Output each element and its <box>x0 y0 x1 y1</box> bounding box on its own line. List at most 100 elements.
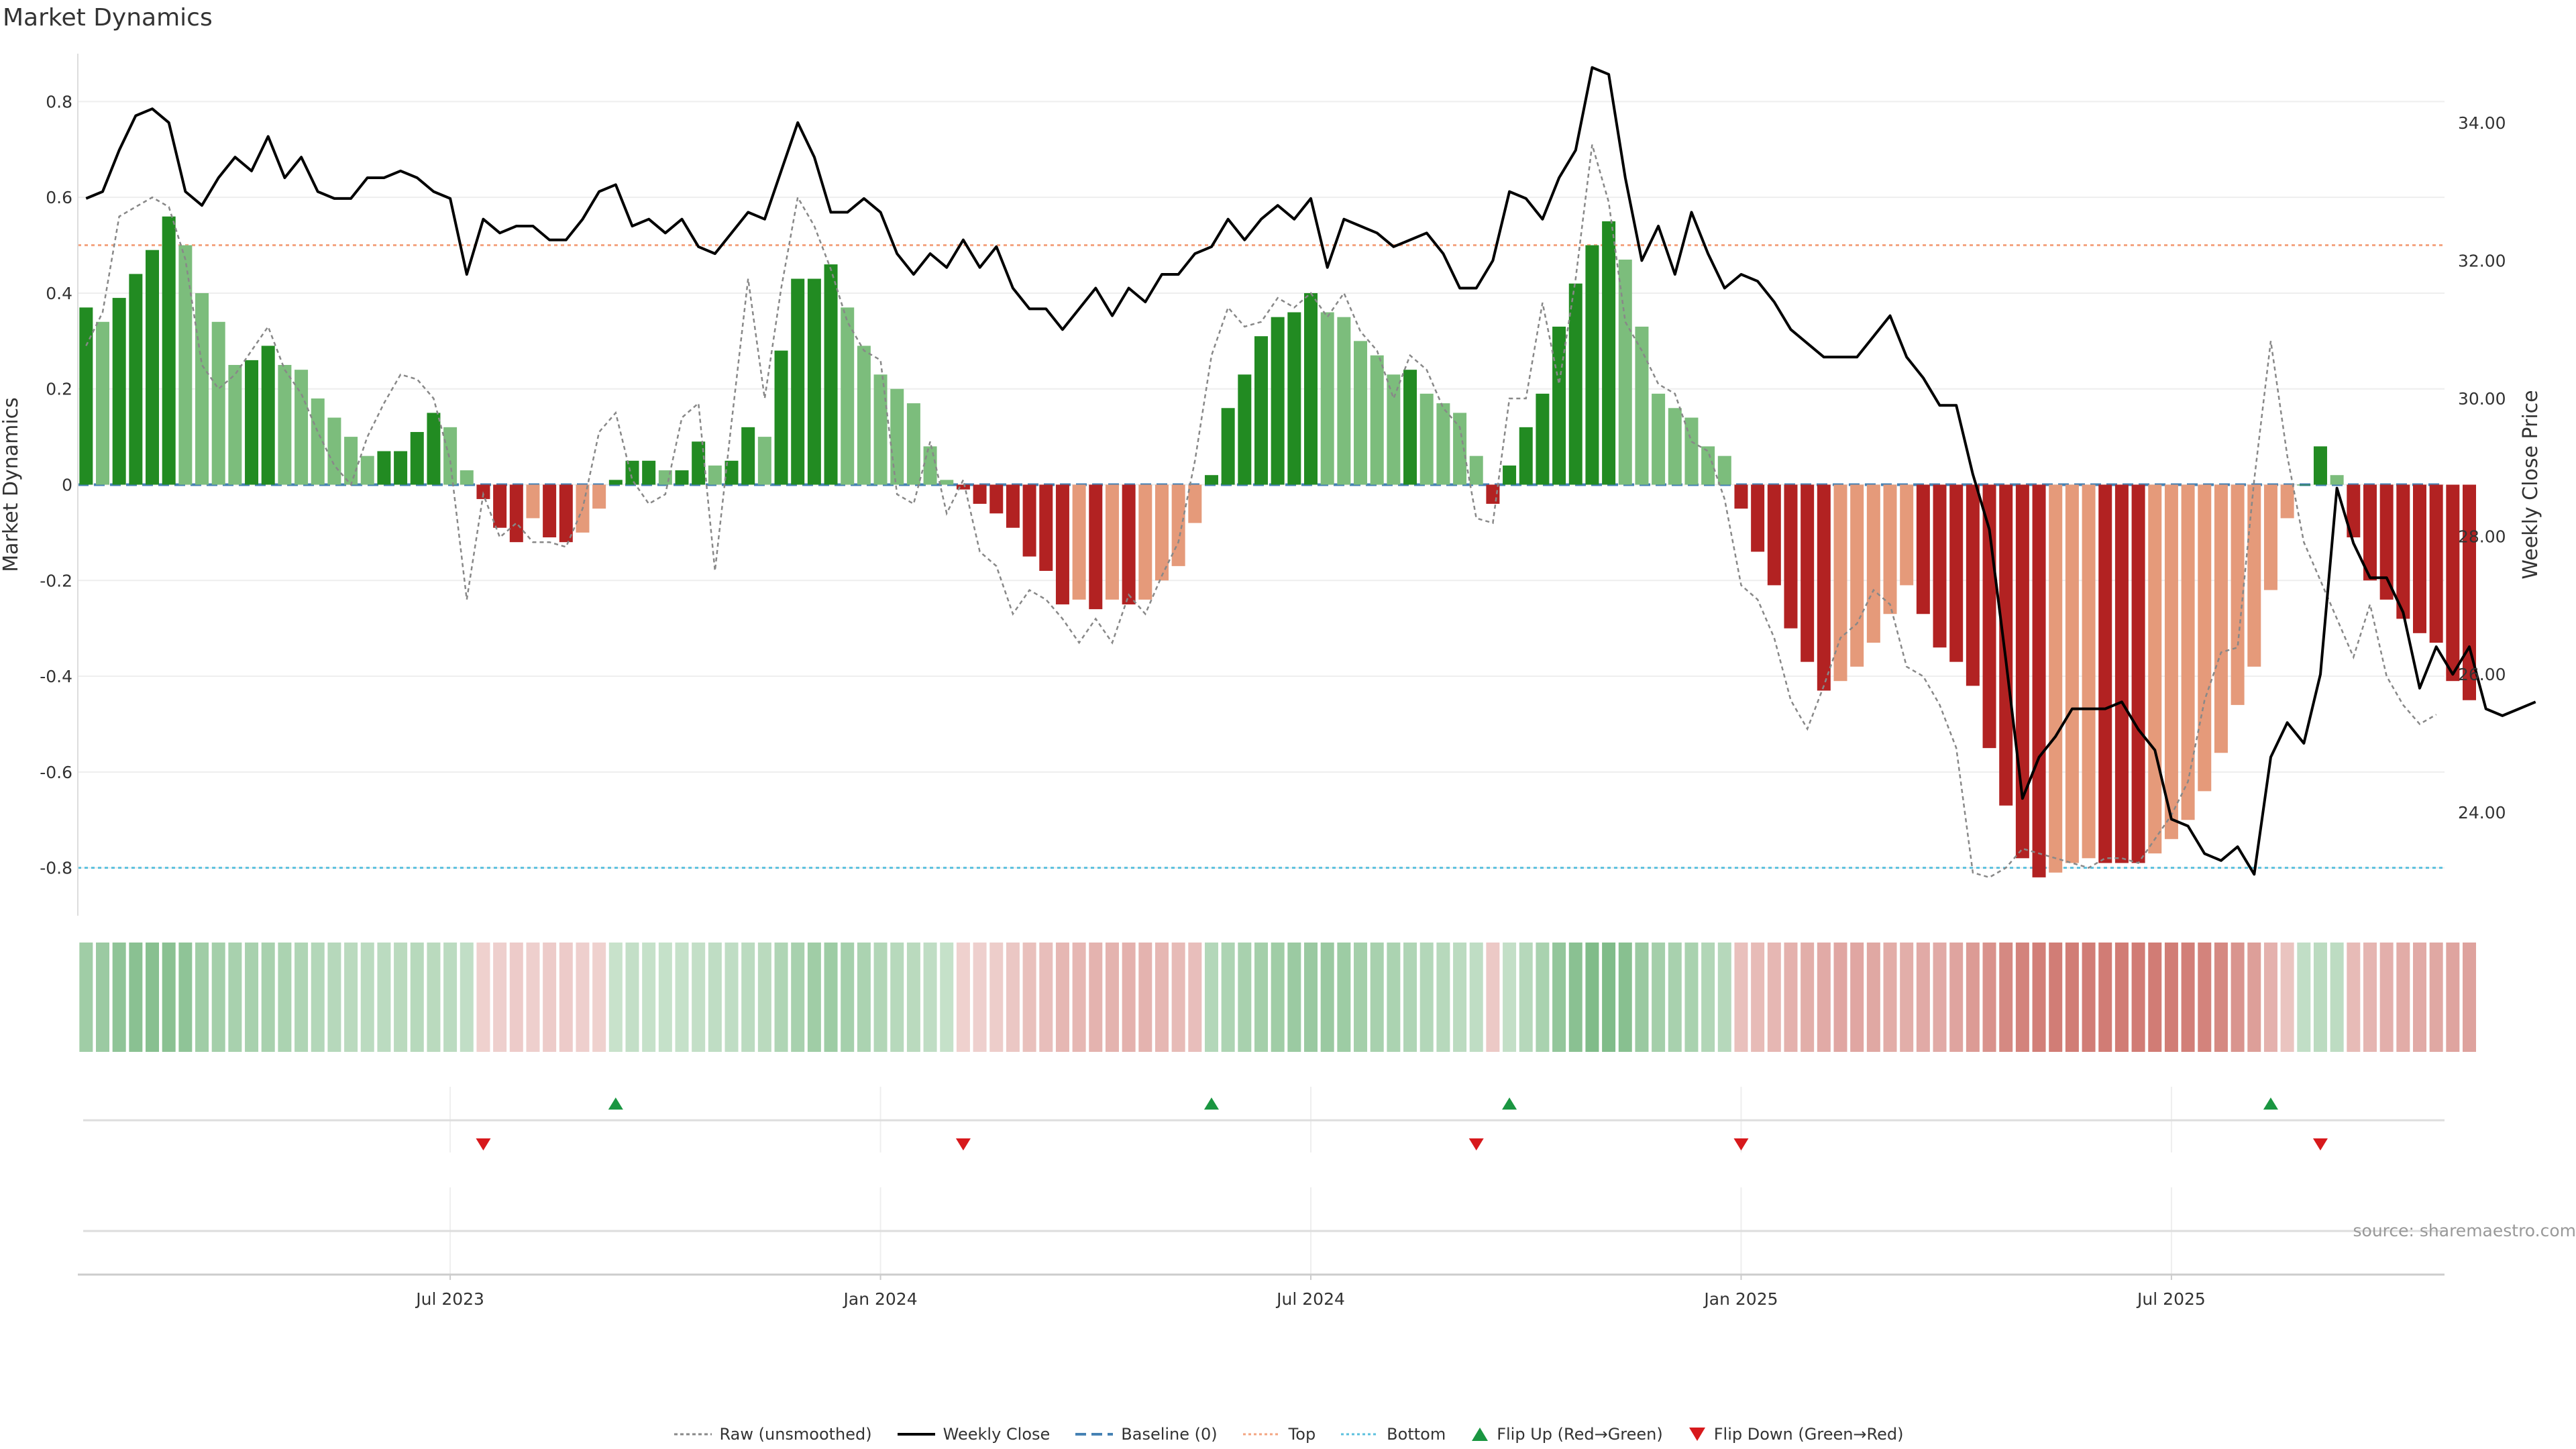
strip-cell <box>79 943 93 1052</box>
strip-cell <box>1568 943 1582 1052</box>
bar <box>989 484 1004 514</box>
bar <box>327 417 341 485</box>
source-note: source: sharemaestro.com <box>2353 1221 2576 1240</box>
bar <box>1320 312 1334 485</box>
flip-down-marker <box>2312 1138 2328 1150</box>
x-tick-label: Jan 2025 <box>1703 1289 1778 1309</box>
bar <box>1635 326 1649 485</box>
bar <box>1900 484 1914 586</box>
bar <box>2463 484 2477 700</box>
y2-tick-label: 28.00 <box>2458 527 2506 547</box>
bar <box>1536 393 1550 485</box>
legend-flip-down: Flip Down (Green→Red) <box>1687 1425 1904 1444</box>
strip-cell <box>1122 943 1136 1052</box>
strip-cell <box>1055 943 1069 1052</box>
bar <box>873 374 888 485</box>
strip-cell <box>96 943 110 1052</box>
y-tick-label: 0.4 <box>46 284 72 303</box>
bar <box>146 250 160 485</box>
bar <box>1287 312 1301 485</box>
strip-cell <box>774 943 788 1052</box>
bar <box>2280 484 2294 519</box>
bar <box>1105 484 1119 600</box>
strip-cell <box>261 943 275 1052</box>
strip-cell <box>1949 943 1964 1052</box>
strip-cell <box>675 943 689 1052</box>
bar <box>2098 484 2112 863</box>
bar <box>1866 484 1880 643</box>
strip-cell <box>2396 943 2410 1052</box>
strip-cell <box>543 943 557 1052</box>
bar <box>2263 484 2277 590</box>
strip-cell <box>509 943 523 1052</box>
strip-cell <box>211 943 225 1052</box>
strip-cell <box>989 943 1004 1052</box>
bar <box>129 274 143 485</box>
bar <box>476 484 490 499</box>
strip-cell <box>890 943 904 1052</box>
bar <box>724 460 739 485</box>
bar <box>1916 484 1930 614</box>
strip-cell <box>757 943 771 1052</box>
strip-cell <box>1221 943 1235 1052</box>
strip-cell <box>228 943 242 1052</box>
bar <box>774 350 788 485</box>
bar <box>592 484 606 509</box>
strip-cell <box>1701 943 1715 1052</box>
bar <box>1966 484 1980 686</box>
strip-cell <box>2065 943 2079 1052</box>
y2-tick-label: 32.00 <box>2458 251 2506 270</box>
bar <box>923 446 937 485</box>
strip-cell <box>1486 943 1500 1052</box>
strip-cell <box>2114 943 2129 1052</box>
bar <box>824 264 838 485</box>
strip-cell <box>1552 943 1566 1052</box>
strip-cell <box>245 943 259 1052</box>
bar <box>1652 393 1666 485</box>
strip-cell <box>1916 943 1930 1052</box>
legend-flip-down-label: Flip Down (Green→Red) <box>1713 1425 1904 1444</box>
strip-cell <box>1254 943 1268 1052</box>
strip-cell <box>1900 943 1914 1052</box>
bar <box>1022 484 1036 557</box>
bar <box>1221 408 1235 485</box>
strip-cell <box>1966 943 1980 1052</box>
bar <box>1089 484 1103 610</box>
bar <box>2247 484 2261 667</box>
bar <box>1155 484 1169 581</box>
strip-cell <box>1585 943 1599 1052</box>
bar <box>2049 484 2063 873</box>
strip-cell <box>1933 943 1947 1052</box>
strip-cell <box>1503 943 1517 1052</box>
bar <box>2330 475 2344 485</box>
bar <box>841 307 855 485</box>
bar <box>112 298 126 485</box>
bar <box>906 403 920 485</box>
raw-series <box>85 144 2437 879</box>
bar <box>1801 484 1815 662</box>
y2-tick-label: 26.00 <box>2458 665 2506 684</box>
bar <box>1684 417 1699 485</box>
strip-cell <box>2363 943 2377 1052</box>
strip-cell <box>1784 943 1798 1052</box>
y-tick-label: -0.4 <box>40 667 72 686</box>
bar <box>311 398 325 485</box>
strip-cell <box>1519 943 1533 1052</box>
legend-baseline-label: Baseline (0) <box>1121 1425 1218 1444</box>
strip-cell <box>1006 943 1020 1052</box>
bar <box>2446 484 2460 682</box>
y-tick-label: 0.2 <box>46 380 72 399</box>
bar <box>1072 484 1086 600</box>
bar <box>294 370 309 485</box>
strip-cell <box>493 943 507 1052</box>
flip-up-marker <box>1502 1097 1517 1110</box>
strip-cell <box>906 943 920 1052</box>
x-tick-label: Jul 2024 <box>1275 1289 1345 1309</box>
bar <box>96 321 110 485</box>
strip-cell <box>1436 943 1450 1052</box>
strip-cell <box>162 943 176 1052</box>
x-tick-label: Jul 2023 <box>415 1289 484 1309</box>
bar <box>178 245 193 485</box>
strip-cell <box>1320 943 1334 1052</box>
bar <box>2032 484 2046 877</box>
